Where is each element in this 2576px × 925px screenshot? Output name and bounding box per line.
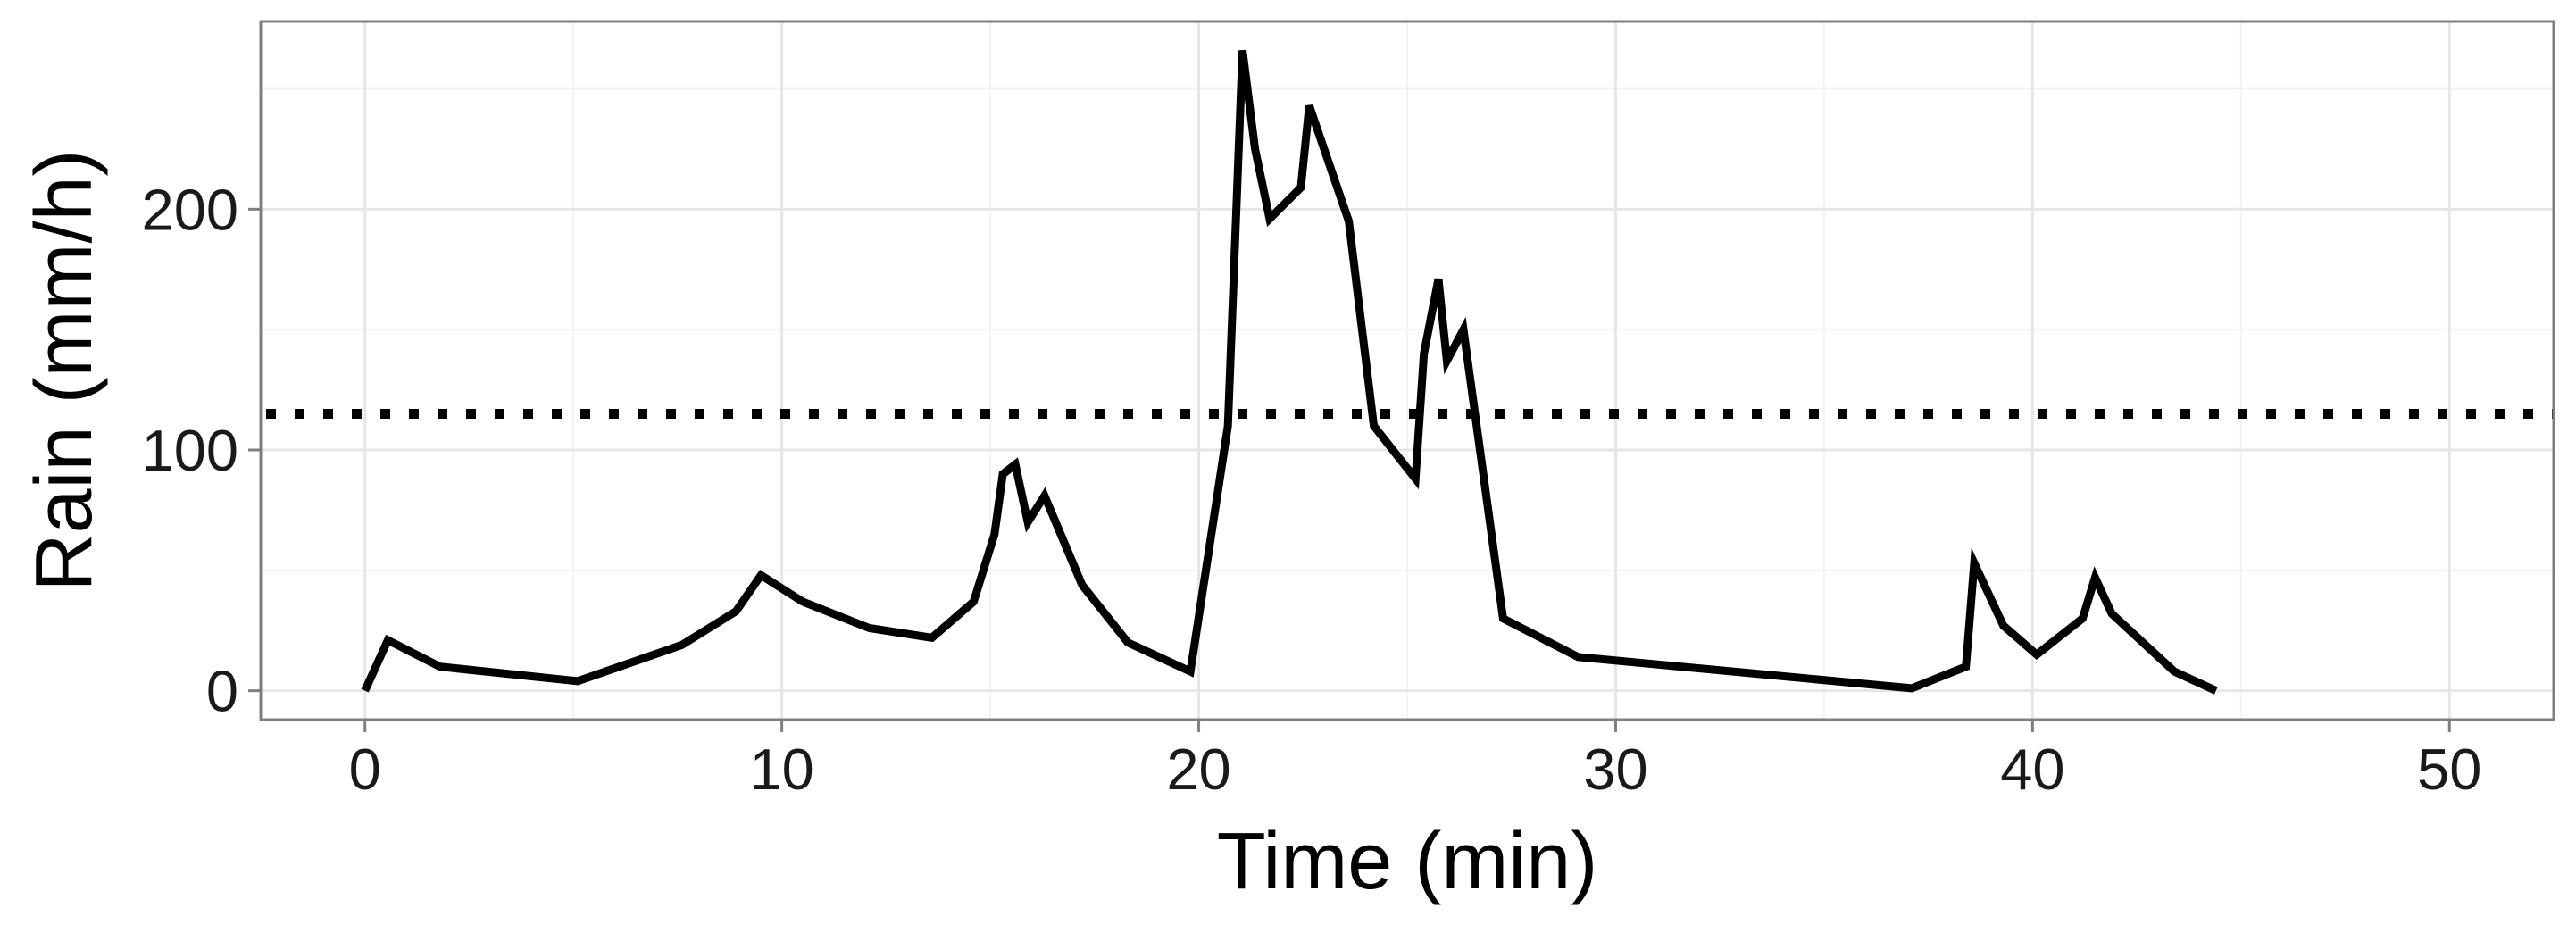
series-line [361,49,2218,695]
x-tick-label: 10 [749,737,813,802]
y-axis-title: Rain (mm/h) [20,149,109,591]
x-tick-label: 50 [2417,737,2481,802]
y-tick-label: 0 [206,659,238,724]
x-axis-title: Time (min) [1217,817,1598,906]
y-axis-ticks: 0 100 200 [142,177,261,724]
x-tick-label: 30 [1583,737,1647,802]
y-tick-label: 100 [142,418,238,483]
plot-panel-border [259,20,2555,721]
x-tick-label: 0 [349,737,381,802]
y-tick-label: 200 [142,177,238,242]
x-axis-ticks: 0 10 20 30 40 50 [349,720,2481,802]
x-tick-label: 40 [2000,737,2064,802]
minor-grid [261,21,2554,720]
x-tick-label: 20 [1166,737,1230,802]
